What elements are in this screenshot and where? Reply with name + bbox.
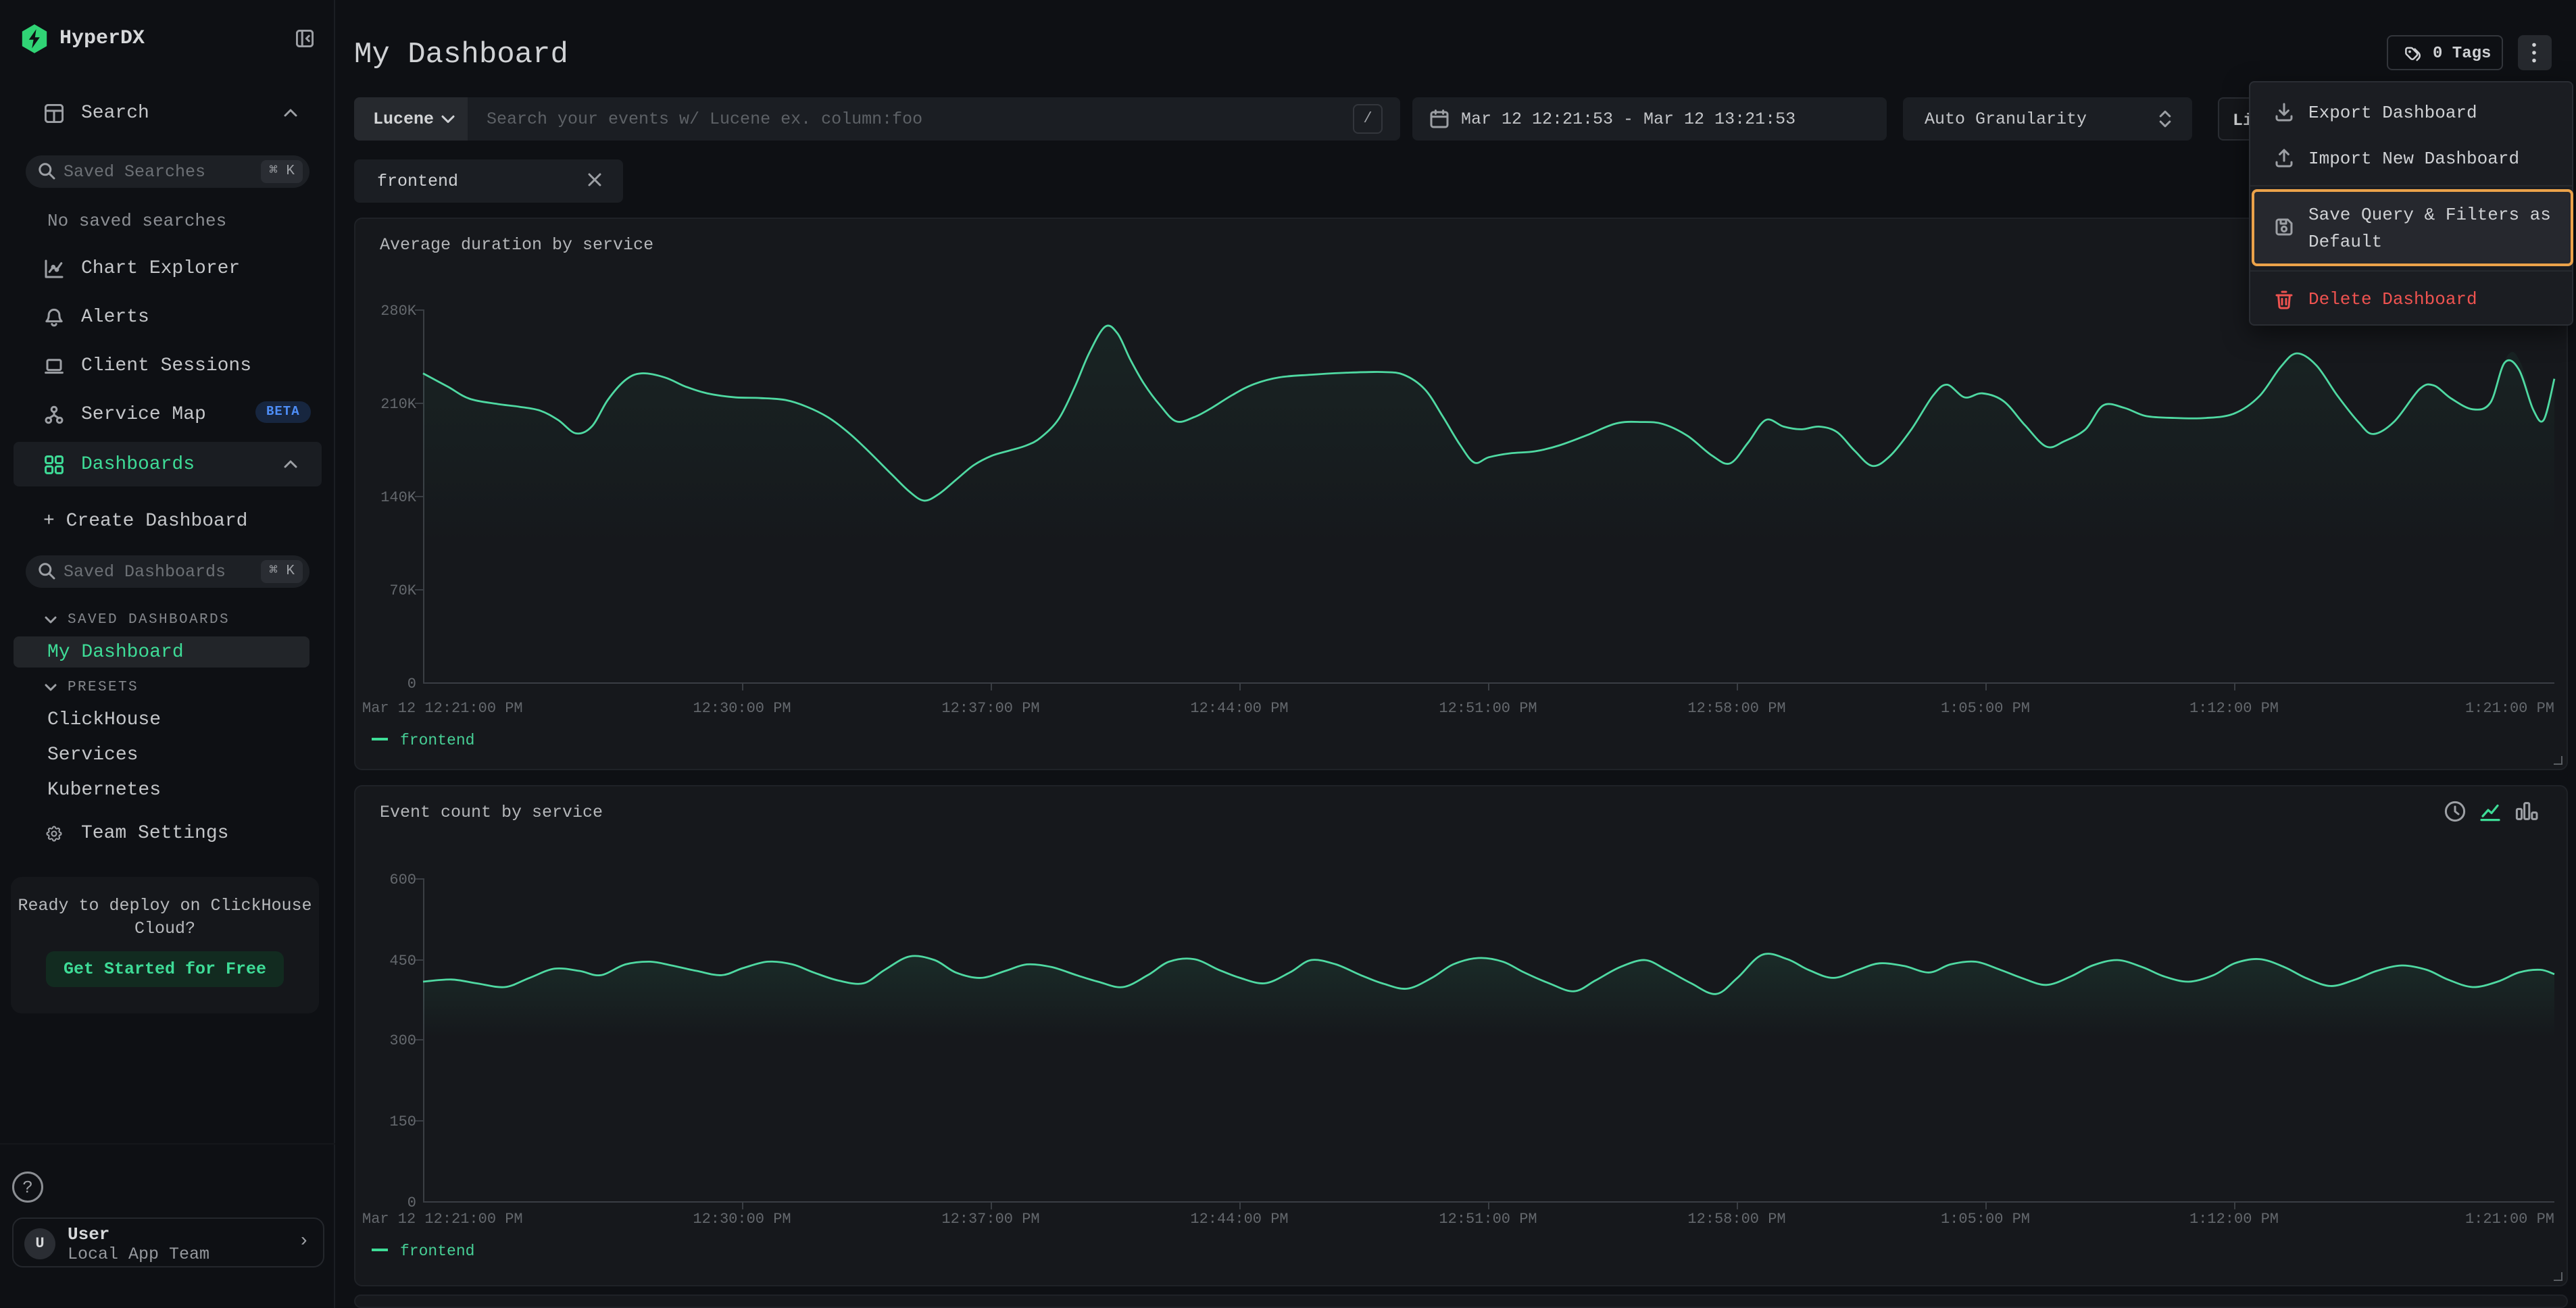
svg-text:12:44:00 PM: 12:44:00 PM <box>1190 1211 1288 1228</box>
svg-text:Mar 12 12:21:00 PM: Mar 12 12:21:00 PM <box>362 700 523 717</box>
svg-text:1:12:00 PM: 1:12:00 PM <box>2189 700 2279 717</box>
svg-text:70K: 70K <box>389 582 416 599</box>
svg-text:12:30:00 PM: 12:30:00 PM <box>693 700 791 717</box>
svg-text:450: 450 <box>389 953 416 970</box>
svg-text:0: 0 <box>407 1194 416 1211</box>
svg-text:12:30:00 PM: 12:30:00 PM <box>693 1211 791 1228</box>
svg-text:12:58:00 PM: 12:58:00 PM <box>1687 700 1785 717</box>
svg-text:1:05:00 PM: 1:05:00 PM <box>1941 700 2030 717</box>
svg-text:1:12:00 PM: 1:12:00 PM <box>2189 1211 2279 1228</box>
svg-text:0: 0 <box>407 676 416 693</box>
svg-text:12:44:00 PM: 12:44:00 PM <box>1190 700 1288 717</box>
svg-text:frontend: frontend <box>400 1242 474 1260</box>
svg-text:600: 600 <box>389 872 416 888</box>
svg-text:1:21:00 PM: 1:21:00 PM <box>2465 700 2554 717</box>
svg-text:140K: 140K <box>380 489 417 506</box>
svg-text:1:21:00 PM: 1:21:00 PM <box>2465 1211 2554 1228</box>
svg-text:1:05:00 PM: 1:05:00 PM <box>1941 1211 2030 1228</box>
svg-text:12:51:00 PM: 12:51:00 PM <box>1439 1211 1537 1228</box>
svg-text:280K: 280K <box>380 303 417 320</box>
svg-text:210K: 210K <box>380 396 417 413</box>
svg-text:12:37:00 PM: 12:37:00 PM <box>941 1211 1039 1228</box>
svg-text:300: 300 <box>389 1032 416 1049</box>
svg-text:12:51:00 PM: 12:51:00 PM <box>1439 700 1537 717</box>
svg-text:150: 150 <box>389 1113 416 1130</box>
svg-text:12:37:00 PM: 12:37:00 PM <box>941 700 1039 717</box>
svg-text:12:58:00 PM: 12:58:00 PM <box>1687 1211 1785 1228</box>
svg-text:frontend: frontend <box>400 732 474 749</box>
svg-text:Mar 12 12:21:00 PM: Mar 12 12:21:00 PM <box>362 1211 523 1228</box>
